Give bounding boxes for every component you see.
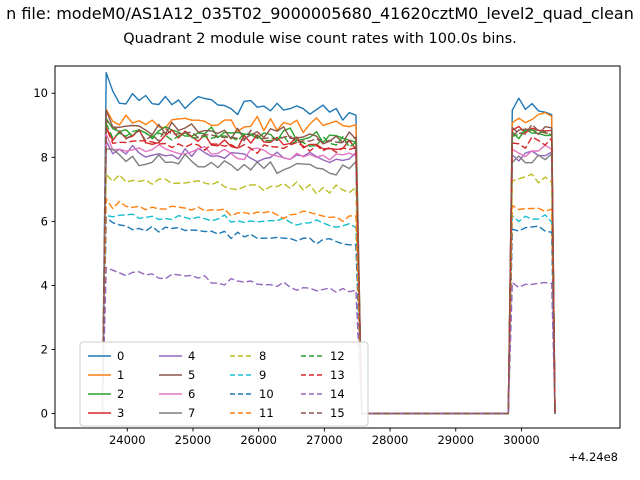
- legend-label-14: 14: [330, 387, 345, 401]
- legend-label-9: 9: [259, 368, 266, 382]
- legend-entry-1: 1: [88, 368, 124, 382]
- chart-title: Quadrant 2 module wise count rates with …: [123, 31, 517, 47]
- legend-entry-6: 6: [159, 387, 195, 401]
- series-line-15: [101, 119, 556, 415]
- legend-entry-5: 5: [159, 368, 195, 382]
- legend-label-2: 2: [117, 387, 124, 401]
- legend-label-11: 11: [259, 406, 274, 420]
- legend-label-0: 0: [117, 349, 124, 363]
- legend-entry-14: 14: [301, 387, 345, 401]
- legend-label-7: 7: [188, 406, 195, 420]
- legend-label-1: 1: [117, 368, 124, 382]
- x-tick-label: 27000: [306, 433, 343, 447]
- legend-label-5: 5: [188, 368, 195, 382]
- y-tick-label: 6: [41, 214, 48, 228]
- x-axis-offset-label: +4.24e8: [568, 450, 618, 464]
- legend-label-3: 3: [117, 406, 124, 420]
- legend-label-13: 13: [330, 368, 345, 382]
- legend-entry-3: 3: [88, 406, 124, 420]
- legend-entry-12: 12: [301, 349, 345, 363]
- legend-label-10: 10: [259, 387, 274, 401]
- legend-entry-0: 0: [88, 349, 124, 363]
- y-tick-label: 2: [41, 343, 48, 357]
- legend-label-12: 12: [330, 349, 345, 363]
- x-tick-label: 29000: [437, 433, 474, 447]
- legend-entry-9: 9: [230, 368, 266, 382]
- legend-entry-13: 13: [301, 368, 345, 382]
- legend-label-6: 6: [188, 387, 195, 401]
- x-tick-label: 30000: [503, 433, 540, 447]
- series-lines: [101, 72, 556, 415]
- legend-entry-11: 11: [230, 406, 274, 420]
- legend-label-4: 4: [188, 349, 195, 363]
- x-tick-label: 25000: [175, 433, 212, 447]
- legend-entry-7: 7: [159, 406, 195, 420]
- legend-entry-4: 4: [159, 349, 195, 363]
- x-tick-label: 26000: [240, 433, 277, 447]
- legend-entry-2: 2: [88, 387, 124, 401]
- legend-label-8: 8: [259, 349, 266, 363]
- legend-label-15: 15: [330, 406, 345, 420]
- legend-box: [79, 341, 369, 427]
- x-tick-label: 28000: [372, 433, 409, 447]
- series-line-12: [101, 122, 556, 415]
- suptitle: n file: modeM0/AS1A12_035T02_9000005680_…: [6, 4, 634, 23]
- y-tick-label: 10: [33, 86, 48, 100]
- legend-entry-15: 15: [301, 406, 345, 420]
- legend-entry-8: 8: [230, 349, 266, 363]
- x-tick-label: 24000: [109, 433, 146, 447]
- y-tick-label: 4: [41, 278, 48, 292]
- legend-entry-10: 10: [230, 387, 274, 401]
- y-tick-label: 0: [41, 407, 48, 421]
- axes-box: [54, 65, 621, 429]
- y-tick-label: 8: [41, 150, 48, 164]
